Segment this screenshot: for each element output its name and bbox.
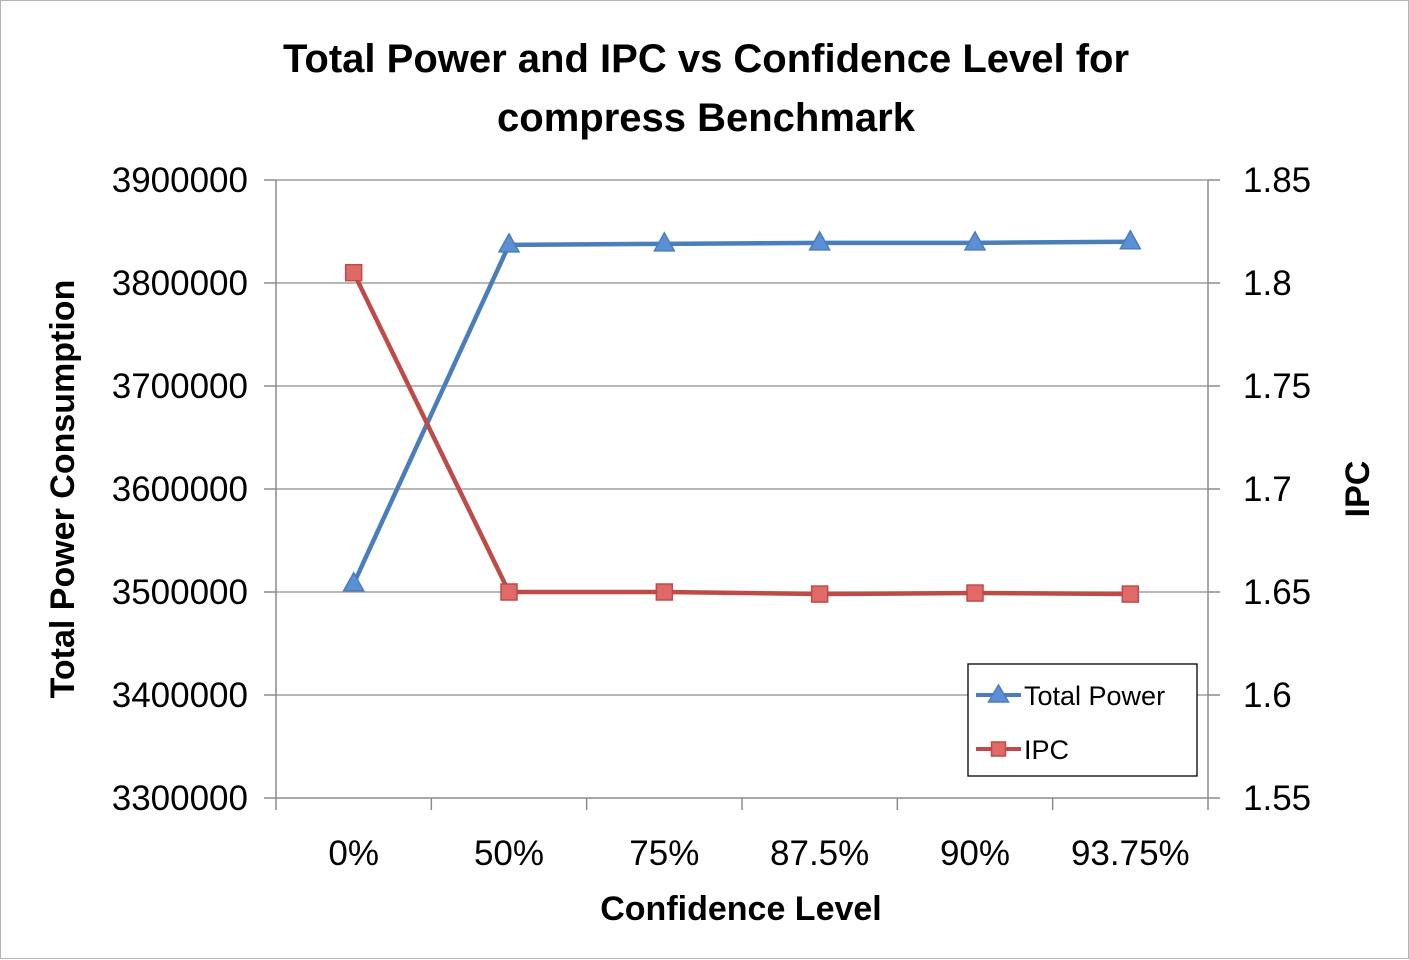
x-tick-label: 0% — [328, 834, 379, 873]
data-point-total-power — [497, 232, 521, 253]
axes — [264, 179, 1220, 810]
x-axis-title: Confidence Level — [600, 890, 882, 928]
x-tick-label: 75% — [629, 834, 699, 873]
x-tick-label: 90% — [940, 834, 1010, 873]
chart-title-line-2: compress Benchmark — [497, 96, 916, 140]
y-tick-label: 3900000 — [112, 161, 248, 200]
series-total-power — [342, 229, 1142, 592]
data-point-total-power — [342, 571, 365, 592]
y2-tick-label: 1.6 — [1243, 676, 1292, 715]
chart-title-line-1: Total Power and IPC vs Confidence Level … — [283, 37, 1129, 81]
y-axis-tick-labels: 3300000 3400000 3500000 3600000 3700000 38000… — [112, 161, 248, 818]
y2-axis-title: IPC — [1339, 461, 1377, 518]
x-tick-label: 50% — [474, 834, 544, 873]
series-line-ipc — [351, 271, 1131, 597]
data-point-ipc — [500, 583, 518, 601]
legend: Total Power IPC — [967, 663, 1198, 777]
y2-tick-label: 1.85 — [1243, 161, 1311, 200]
y-tick-label: 3700000 — [112, 367, 248, 406]
series-ipc — [344, 263, 1140, 603]
y-tick-label: 3800000 — [112, 264, 248, 303]
legend-label-total-power: Total Power — [1024, 681, 1165, 711]
x-tick-label: 87.5% — [770, 834, 869, 873]
data-point-total-power — [653, 231, 676, 252]
y-tick-label: 3400000 — [112, 676, 248, 715]
data-point-total-power — [963, 230, 987, 251]
legend-marker-ipc — [990, 741, 1007, 757]
data-point-ipc — [655, 583, 674, 601]
y2-axis-tick-labels: 1.55 1.6 1.65 1.7 1.75 1.8 1.85 — [1243, 161, 1311, 818]
y-tick-label: 3300000 — [112, 779, 248, 818]
y2-tick-label: 1.65 — [1243, 573, 1311, 612]
data-point-ipc — [966, 584, 984, 602]
legend-marker-total-power — [987, 683, 1010, 703]
data-point-total-power — [808, 230, 831, 251]
y-tick-label: 3500000 — [112, 573, 248, 612]
y2-tick-label: 1.55 — [1243, 779, 1311, 818]
legend-box — [967, 663, 1198, 777]
data-point-ipc — [344, 263, 363, 282]
data-point-ipc — [810, 585, 829, 603]
y2-tick-label: 1.75 — [1243, 367, 1311, 406]
y-axis-title: Total Power Consumption — [44, 280, 82, 699]
series — [342, 229, 1142, 603]
series-line-total-power — [351, 239, 1131, 585]
data-point-ipc — [1121, 585, 1140, 603]
y2-tick-label: 1.8 — [1243, 264, 1292, 303]
x-tick-label: 93.75% — [1071, 834, 1190, 873]
y2-tick-label: 1.7 — [1243, 470, 1292, 509]
y-tick-label: 3600000 — [112, 470, 248, 509]
data-point-total-power — [1119, 229, 1142, 250]
x-axis-tick-labels: 0% 50% 75% 87.5% 90% 93.75% — [328, 834, 1189, 873]
gridlines — [276, 179, 1208, 696]
legend-label-ipc: IPC — [1024, 735, 1069, 765]
